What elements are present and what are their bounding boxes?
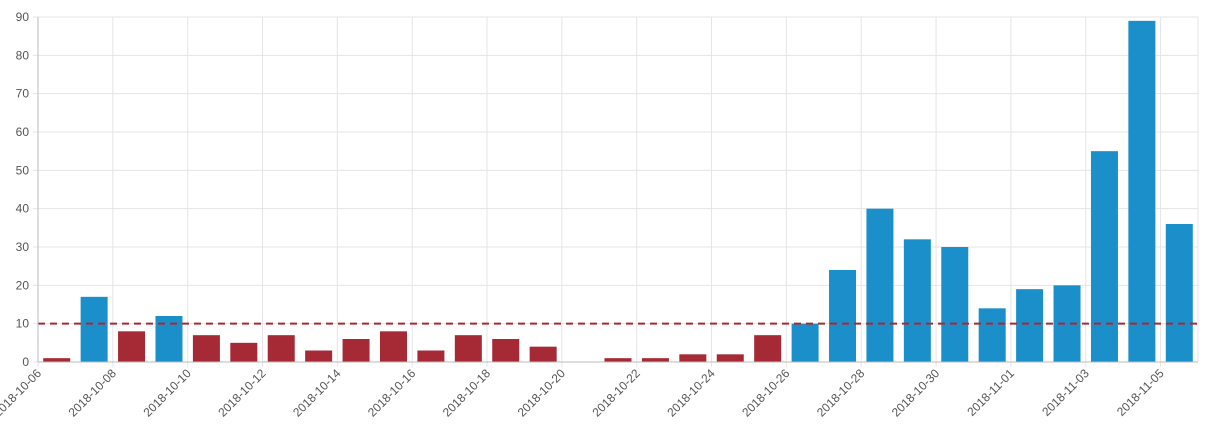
- bar-2018-10-28: [866, 208, 894, 362]
- bar-2018-10-07: [80, 296, 108, 362]
- bar-2018-10-16: [417, 350, 445, 362]
- bar-2018-11-03: [1090, 151, 1118, 362]
- bars: [43, 20, 1193, 363]
- x-tick-label: 2018-10-26: [739, 366, 793, 420]
- x-tick-label: 2018-10-06: [0, 366, 44, 420]
- bar-2018-10-12: [267, 335, 295, 362]
- bar-2018-10-08: [118, 331, 146, 362]
- y-tick-label: 90: [16, 10, 30, 24]
- y-tick-label: 20: [16, 278, 30, 292]
- x-tick-label: 2018-10-30: [889, 366, 943, 420]
- bar-2018-11-04: [1128, 20, 1156, 363]
- bar-2018-10-19: [529, 346, 557, 362]
- bar-2018-10-10: [192, 335, 220, 362]
- y-tick-label: 70: [16, 87, 30, 101]
- bar-2018-11-01: [1016, 289, 1044, 362]
- y-tick-label: 40: [16, 202, 30, 216]
- bar-2018-10-15: [379, 331, 407, 362]
- grid: [37, 16, 1199, 367]
- y-tick-label: 60: [16, 125, 30, 139]
- bar-2018-10-22: [641, 358, 669, 362]
- bar-2018-11-05: [1165, 224, 1193, 362]
- x-tick-label: 2018-10-12: [215, 366, 269, 420]
- bar-2018-10-27: [829, 270, 857, 362]
- bar-2018-10-30: [941, 247, 969, 362]
- y-tick-label: 0: [22, 355, 29, 369]
- bar-2018-10-21: [604, 358, 632, 362]
- x-tick-label: 2018-10-18: [440, 366, 494, 420]
- bar-2018-10-29: [903, 239, 931, 362]
- x-tick-label: 2018-10-16: [365, 366, 419, 420]
- bar-2018-10-18: [492, 339, 520, 362]
- bar-2018-10-17: [454, 335, 482, 362]
- x-tick-label: 2018-11-05: [1114, 366, 1167, 419]
- y-tick-label: 50: [16, 163, 30, 177]
- x-tick-label: 2018-10-10: [140, 366, 194, 420]
- bar-2018-10-13: [305, 350, 333, 362]
- bar-2018-10-31: [978, 308, 1006, 362]
- bar-2018-10-25: [754, 335, 782, 362]
- y-tick-label: 10: [16, 317, 30, 331]
- bar-2018-10-06: [43, 358, 71, 362]
- bar-2018-10-26: [791, 323, 819, 362]
- x-tick-label: 2018-11-03: [1039, 366, 1092, 419]
- x-tick-label: 2018-11-01: [964, 366, 1017, 419]
- bar-2018-10-23: [679, 354, 707, 362]
- x-tick-label: 2018-10-24: [664, 366, 718, 420]
- x-tick-label: 2018-10-14: [290, 366, 344, 420]
- bar-2018-10-11: [230, 342, 258, 362]
- bar-2018-10-24: [716, 354, 744, 362]
- y-tick-label: 80: [16, 48, 30, 62]
- x-tick-label: 2018-10-20: [515, 366, 569, 420]
- x-tick-label: 2018-10-22: [590, 366, 644, 420]
- y-tick-label: 30: [16, 240, 30, 254]
- x-tick-label: 2018-10-28: [814, 366, 868, 420]
- bar-2018-10-14: [342, 339, 370, 362]
- x-tick-label: 2018-10-08: [66, 366, 120, 420]
